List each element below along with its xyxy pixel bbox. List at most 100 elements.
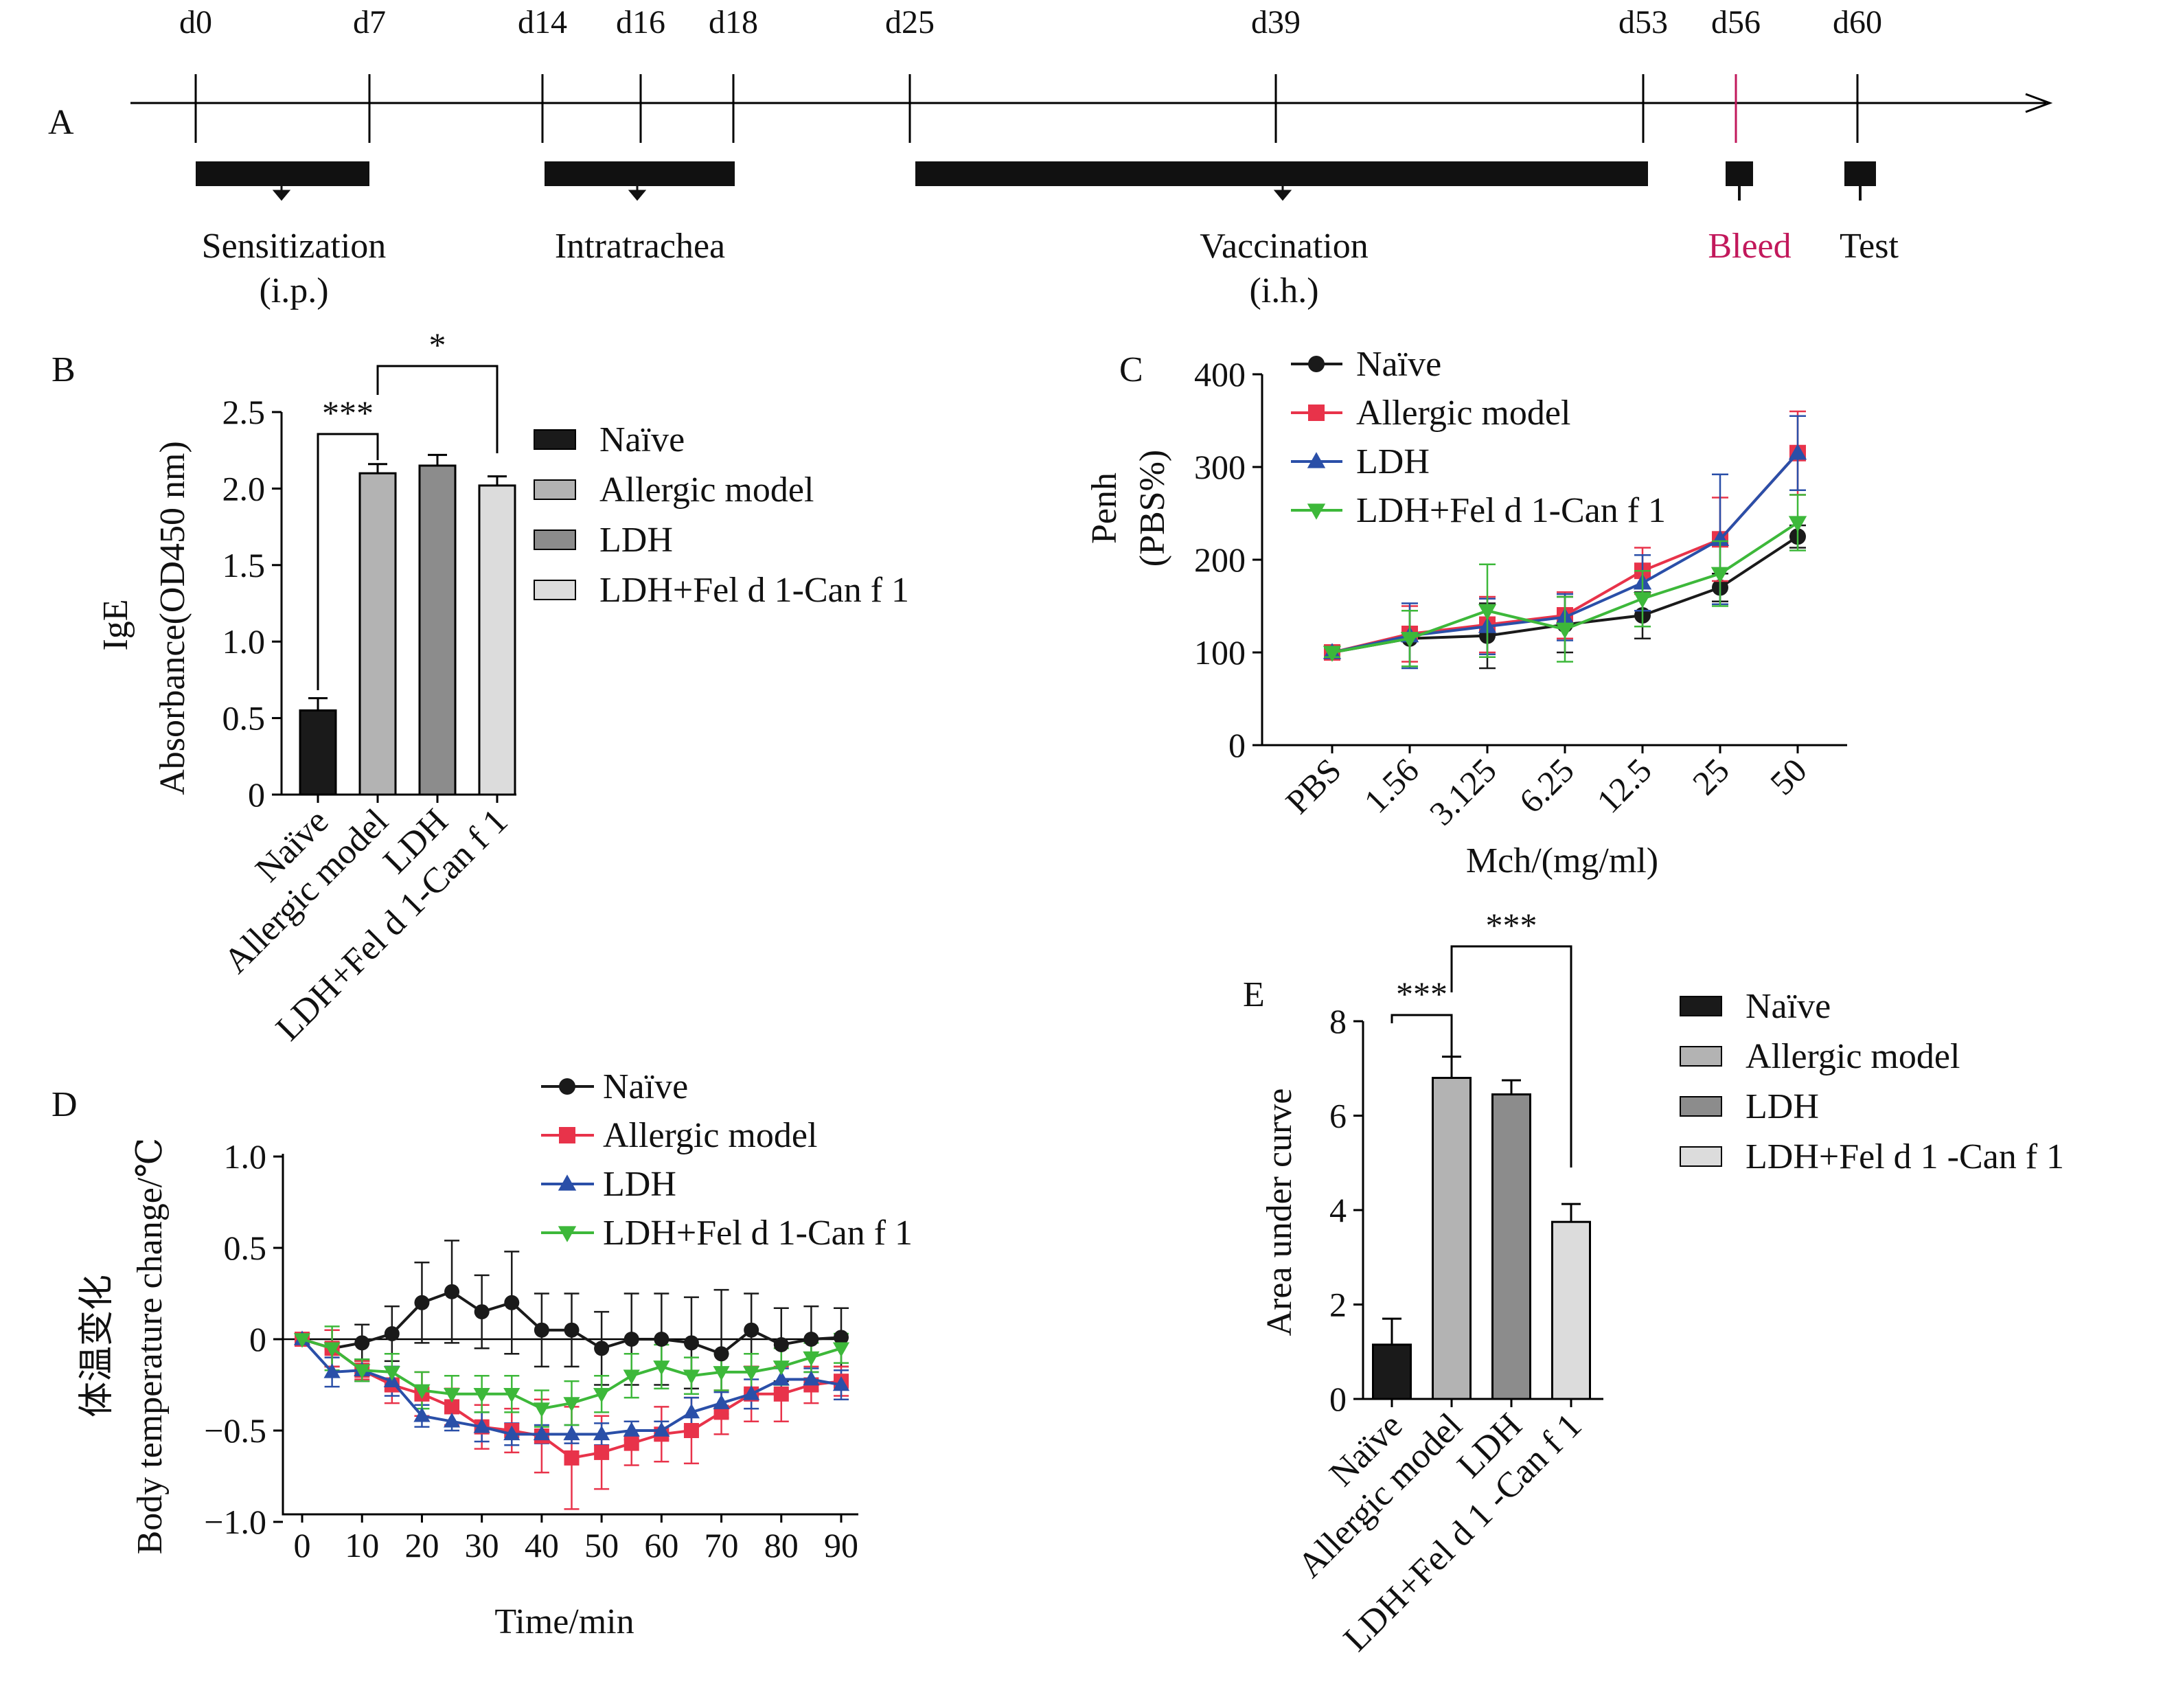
data-point [413, 1384, 431, 1400]
panel-e-auc-chart: Area under curve 0 2 4 6 8 Naïve Allergic mode… [1260, 906, 2064, 1659]
legend-label: LDH+Fel d 1-Can f 1 [599, 571, 909, 610]
panel-label-d: D [52, 1085, 78, 1124]
legend-label: Naïve [599, 420, 685, 459]
day-label-d14: d14 [518, 4, 567, 41]
legend-label: LDH [1746, 1087, 1819, 1126]
data-point [653, 1360, 670, 1376]
day-label-d56: d56 [1711, 4, 1761, 41]
data-point [832, 1342, 850, 1357]
data-point [743, 1385, 760, 1400]
y-tick-label: 4 [1329, 1191, 1347, 1229]
y-tick-label: −1.0 [204, 1503, 266, 1541]
data-point [834, 1330, 849, 1345]
data-point [713, 1366, 730, 1381]
intratrachea-bar [545, 161, 735, 186]
data-point [683, 1423, 699, 1438]
data-point [504, 1295, 520, 1310]
legend-label: Allergic model [1356, 394, 1570, 433]
data-point [1710, 567, 1730, 584]
data-point [414, 1295, 430, 1310]
data-point [593, 1388, 610, 1403]
legend-marker [558, 1226, 577, 1242]
y-tick-label: 100 [1194, 633, 1246, 672]
data-point [323, 1342, 341, 1357]
data-point [443, 1388, 461, 1403]
bar [299, 709, 337, 796]
x-tick-label: 50 [1763, 751, 1814, 802]
x-tick-label: 10 [345, 1526, 379, 1564]
significance-label: *** [1486, 906, 1537, 944]
legend-label: Naïve [1356, 345, 1441, 384]
significance-label: * [429, 326, 446, 364]
legend-label: LDH [1356, 442, 1430, 481]
data-point [1788, 516, 1807, 532]
data-point [1633, 592, 1652, 608]
data-point [533, 1425, 550, 1441]
data-point [534, 1322, 549, 1338]
day-label-d0: d0 [179, 4, 212, 41]
timeline-panel: d0 d7 d14 d16 d18 d25 d39 d53 d56 d60 Se… [130, 4, 2053, 310]
x-tick-label: 1.56 [1356, 751, 1426, 820]
data-point [803, 1370, 820, 1386]
sensitization-pointer [272, 186, 291, 201]
data-point [563, 1397, 580, 1412]
data-point [653, 1422, 670, 1437]
x-tick-label: 12.5 [1589, 751, 1658, 820]
data-point [1400, 632, 1419, 648]
legend-swatch [534, 429, 576, 450]
y-tick-label: 2.0 [222, 469, 266, 508]
legend-label: Allergic model [599, 470, 814, 510]
data-point [563, 1425, 580, 1441]
panel-c-penh-chart: Penh (PBS%) Mch/(mg/ml) 0 100 200 300 400 PBS… [1085, 345, 1847, 880]
day-label-d25: d25 [885, 4, 935, 41]
legend-swatch [1680, 1096, 1722, 1117]
y-tick-label: 8 [1329, 1002, 1347, 1040]
panel-label-a: A [48, 103, 74, 142]
data-point [1478, 604, 1497, 621]
significance-bracket [317, 433, 379, 690]
panel-label-c: C [1119, 350, 1143, 389]
data-point [564, 1450, 580, 1466]
data-point [354, 1364, 371, 1379]
vaccination-bar [915, 161, 1648, 186]
data-point [594, 1341, 610, 1356]
x-tick-label: 70 [705, 1526, 739, 1564]
x-tick-label: 40 [525, 1526, 559, 1564]
data-point [772, 1360, 790, 1376]
data-point [773, 1386, 789, 1402]
legend-swatch [1680, 1046, 1722, 1067]
significance-label: *** [322, 394, 374, 432]
data-point [832, 1376, 850, 1391]
legend-marker [559, 1078, 575, 1095]
data-point [444, 1284, 460, 1299]
data-point [354, 1335, 370, 1351]
x-tick-label: 90 [824, 1526, 858, 1564]
vaccination-label: Vaccination [1200, 227, 1368, 266]
day-label-d7: d7 [353, 4, 386, 41]
panel-e-ylabel: Area under curve [1260, 1089, 1299, 1336]
data-point [683, 1403, 700, 1419]
data-point [1788, 443, 1807, 460]
x-tick-label: 0 [294, 1526, 311, 1564]
day-label-d60: d60 [1833, 4, 1882, 41]
data-point [384, 1326, 400, 1342]
legend-label: LDH+Fel d 1-Can f 1 [603, 1214, 913, 1253]
data-point [713, 1346, 729, 1362]
y-tick-label: 0 [249, 1320, 266, 1358]
panel-label-b: B [52, 350, 76, 389]
y-tick-label: 300 [1194, 448, 1246, 486]
data-point [1323, 646, 1342, 662]
data-point [623, 1422, 640, 1437]
panel-d-temperature-chart: 体温变化 Body temperature change/℃ Time/min … [78, 1067, 913, 1641]
x-tick-label: 6.25 [1511, 751, 1581, 820]
panel-label-e: E [1243, 975, 1265, 1014]
data-point [623, 1369, 640, 1385]
test-label: Test [1840, 227, 1899, 266]
legend-marker [1307, 503, 1326, 520]
panel-b-ylabel-line2: Absorbance(OD450 nm) [153, 441, 192, 795]
bar [1491, 1093, 1531, 1400]
sensitization-bar [196, 161, 369, 186]
legend-label: LDH+Fel d 1 -Can f 1 [1746, 1137, 2064, 1176]
bar [478, 484, 516, 796]
